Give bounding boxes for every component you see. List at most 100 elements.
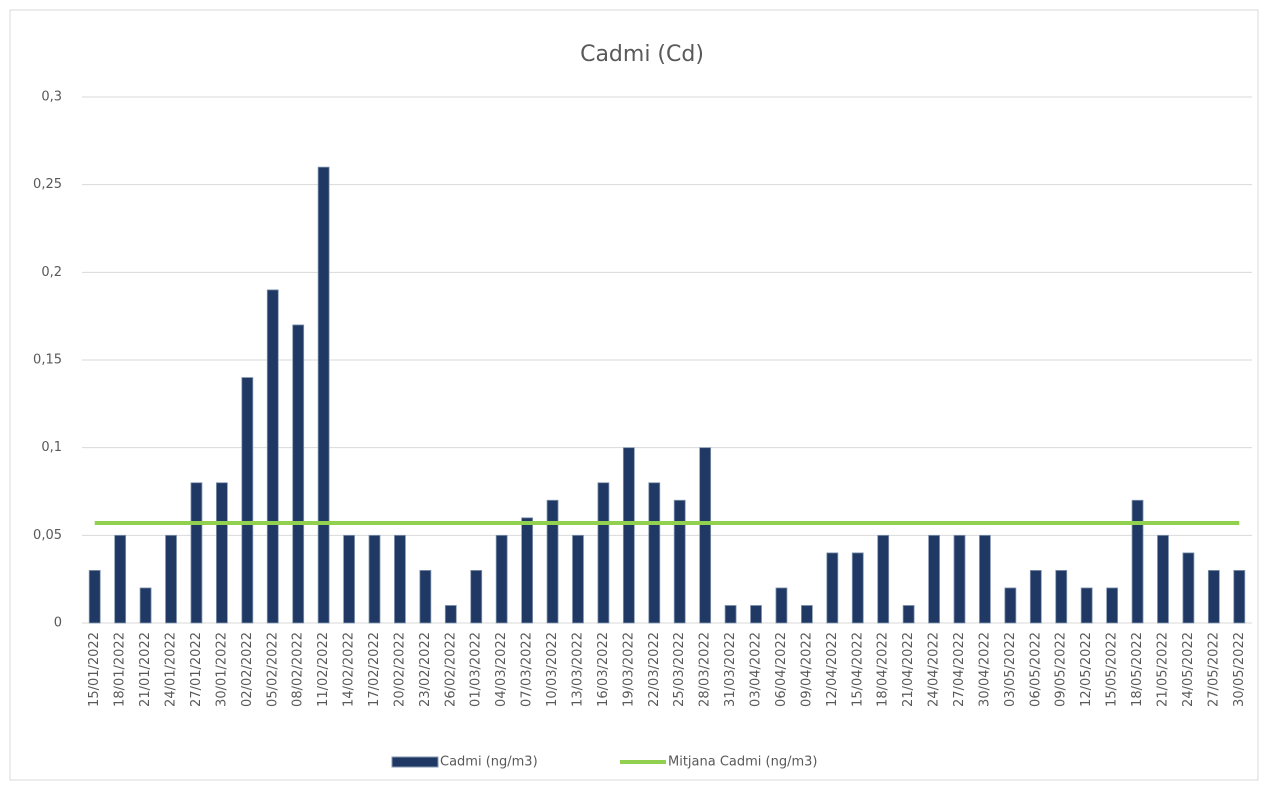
bar [979, 534, 991, 624]
x-tick-label: 06/05/2022 [1028, 632, 1043, 707]
x-tick-label: 09/04/2022 [799, 632, 814, 707]
x-tick-label: 21/04/2022 [901, 632, 916, 707]
bar [750, 605, 762, 624]
x-tick-label: 22/03/2022 [647, 632, 662, 707]
x-tick-label: 09/05/2022 [1054, 632, 1069, 707]
x-tick-label: 15/01/2022 [87, 632, 102, 707]
bar [800, 605, 813, 624]
x-tick-label: 30/01/2022 [214, 632, 229, 707]
bar [928, 534, 940, 624]
x-tick-label: 18/05/2022 [1130, 632, 1145, 707]
x-tick-label: 15/04/2022 [850, 632, 865, 707]
bar [165, 534, 177, 624]
bar [521, 517, 534, 624]
bar [1207, 570, 1220, 624]
y-tick-label: 0,1 [41, 440, 62, 455]
bar [88, 570, 101, 624]
bar [368, 534, 381, 624]
bar [546, 499, 559, 624]
y-tick-label: 0,15 [33, 353, 62, 368]
legend-marker [391, 756, 439, 768]
y-tick-label: 0,25 [33, 177, 62, 192]
x-tick-label: 23/02/2022 [418, 632, 433, 707]
bar [953, 534, 966, 624]
legend-label: Mitjana Cadmi (ng/m3) [668, 755, 818, 770]
x-tick-label: 14/02/2022 [342, 632, 357, 707]
x-tick-label: 27/01/2022 [189, 632, 204, 707]
bar [139, 587, 152, 624]
x-tick-label: 24/05/2022 [1181, 632, 1196, 707]
bar [444, 605, 457, 624]
x-tick-label: 03/04/2022 [749, 632, 764, 707]
bar [495, 534, 508, 624]
bar [1055, 570, 1068, 624]
x-tick-label: 26/02/2022 [443, 632, 458, 707]
bar [902, 605, 915, 624]
x-tick-label: 24/01/2022 [164, 632, 179, 707]
x-tick-label: 01/03/2022 [469, 632, 484, 707]
bar [470, 570, 483, 624]
x-tick-label: 10/03/2022 [545, 632, 560, 707]
x-tick-label: 15/05/2022 [1105, 632, 1120, 707]
x-tick-label: 19/03/2022 [621, 632, 636, 707]
x-tick-label: 11/02/2022 [316, 632, 331, 707]
x-tick-label: 13/03/2022 [570, 632, 585, 707]
y-tick-label: 0,05 [33, 528, 62, 543]
x-tick-label: 16/03/2022 [596, 632, 611, 707]
bar [419, 570, 432, 624]
x-tick-label: 12/05/2022 [1079, 632, 1094, 707]
bar [394, 534, 406, 624]
x-tick-label: 03/05/2022 [1003, 632, 1018, 707]
x-tick-label: 04/03/2022 [494, 632, 509, 707]
bar [343, 534, 355, 624]
bar [114, 534, 127, 624]
x-tick-label: 12/04/2022 [825, 632, 840, 707]
x-tick-label: 06/04/2022 [774, 632, 789, 707]
bar [1080, 587, 1093, 624]
x-tick-label: 30/05/2022 [1232, 632, 1247, 707]
bar [317, 166, 330, 624]
bar [1029, 570, 1042, 624]
x-tick-label: 17/02/2022 [367, 632, 382, 707]
bar [292, 324, 305, 624]
x-tick-label: 31/03/2022 [723, 632, 738, 707]
bar [673, 499, 686, 624]
bar [266, 289, 279, 624]
x-tick-label: 18/01/2022 [113, 632, 128, 707]
bar [622, 447, 635, 624]
bar [241, 377, 254, 624]
x-tick-label: 20/02/2022 [392, 632, 407, 707]
bar [877, 534, 890, 624]
chart-border [9, 9, 1259, 781]
x-tick-label: 27/05/2022 [1206, 632, 1221, 707]
bar [1157, 534, 1169, 624]
bar [215, 482, 228, 624]
x-tick-label: 30/04/2022 [977, 632, 992, 707]
bar [190, 482, 203, 624]
x-tick-label: 21/05/2022 [1155, 632, 1170, 707]
bar [826, 552, 839, 624]
bar [1106, 587, 1119, 624]
x-tick-label: 05/02/2022 [265, 632, 280, 707]
bar [1004, 587, 1017, 624]
bar [851, 552, 864, 624]
bar [1233, 570, 1246, 624]
y-tick-label: 0 [54, 616, 62, 631]
bar [648, 482, 661, 624]
x-tick-label: 28/03/2022 [698, 632, 713, 707]
x-tick-label: 25/03/2022 [672, 632, 687, 707]
y-tick-label: 0,2 [41, 265, 62, 280]
x-tick-label: 02/02/2022 [240, 632, 255, 707]
legend-label: Cadmi (ng/m3) [440, 755, 538, 770]
bar [597, 482, 610, 624]
x-tick-label: 21/01/2022 [138, 632, 153, 707]
bar [775, 587, 788, 624]
bar [699, 447, 712, 624]
bar [1131, 499, 1144, 624]
bar [572, 534, 584, 624]
x-tick-label: 27/04/2022 [952, 632, 967, 707]
x-tick-label: 24/04/2022 [927, 632, 942, 707]
x-tick-label: 08/02/2022 [291, 632, 306, 707]
chart-title: Cadmi (Cd) [580, 42, 704, 67]
